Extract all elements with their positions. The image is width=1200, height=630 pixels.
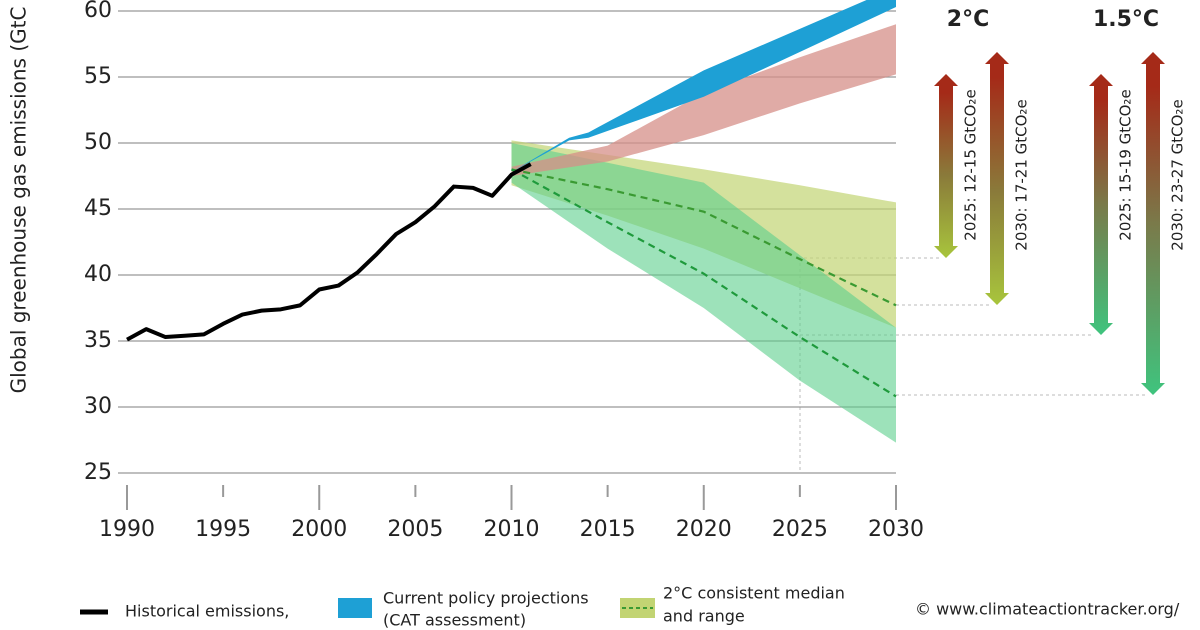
historical-line <box>126 162 532 342</box>
source: © www.climateactiontracker.org/ <box>915 600 1180 619</box>
y-tick-label: 55 <box>84 64 112 89</box>
x-tick-label: 2000 <box>291 517 347 542</box>
median-line <box>510 168 897 398</box>
legend-swatch <box>338 598 372 618</box>
arrow <box>1089 74 1113 335</box>
target-label: 2030: 17-21 GtCO₂e <box>1013 99 1031 250</box>
y-tick-label: 45 <box>84 196 112 221</box>
x-tick-label: 1995 <box>195 517 251 542</box>
y-tick-label: 30 <box>84 394 112 419</box>
range-band <box>511 0 896 173</box>
y-tick-label: 35 <box>84 328 112 353</box>
arrow <box>1141 52 1165 395</box>
legend <box>80 598 655 618</box>
legend-label: (CAT assessment) <box>383 611 526 630</box>
target-arrows <box>799 52 1165 470</box>
x-tick-label: 2015 <box>580 517 636 542</box>
y-tick-label: 40 <box>84 262 112 287</box>
target-title: 1.5°C <box>1093 7 1159 32</box>
range-band <box>511 24 896 177</box>
legend-label: Historical emissions, <box>125 602 289 621</box>
target-title: 2°C <box>947 7 989 32</box>
x-tick-label: 2025 <box>772 517 828 542</box>
legend-label: Current policy projections <box>383 589 589 608</box>
target-label: 2025: 15-19 GtCO₂e <box>1117 89 1135 240</box>
y-tick-label: 50 <box>84 130 112 155</box>
x-tick-label: 2030 <box>868 517 924 542</box>
x-tick-label: 2005 <box>387 517 443 542</box>
y-axis-label: Global greenhouse gas emissions (GtC <box>7 7 31 394</box>
x-tick-label: 2020 <box>676 517 732 542</box>
x-tick-label: 1990 <box>99 517 155 542</box>
legend-label: and range <box>663 607 745 626</box>
median-line <box>511 168 897 307</box>
arrow <box>985 52 1009 305</box>
range-band <box>511 143 896 443</box>
y-tick-label: 60 <box>84 0 112 23</box>
target-label: 2030: 23-27 GtCO₂e <box>1169 99 1187 250</box>
y-tick-label: 25 <box>84 460 112 485</box>
x-tick-label: 2010 <box>484 517 540 542</box>
arrow <box>934 74 958 258</box>
legend-label: 2°C consistent median <box>663 584 845 603</box>
target-label: 2025: 12-15 GtCO₂e <box>962 89 980 240</box>
